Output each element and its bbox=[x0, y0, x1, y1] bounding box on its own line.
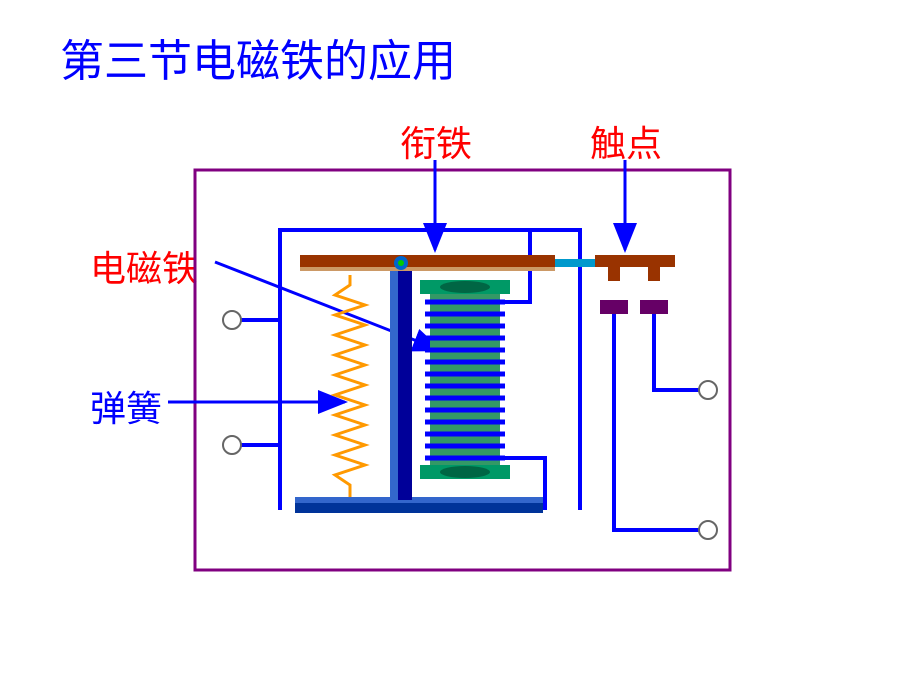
relay-diagram bbox=[0, 0, 920, 690]
terminal-right-upper bbox=[699, 381, 717, 399]
terminal-right-lower bbox=[699, 521, 717, 539]
wire-contact-upper bbox=[654, 314, 700, 390]
spring bbox=[335, 275, 365, 497]
contact-bottom-right bbox=[640, 300, 668, 314]
wire-contact-lower bbox=[614, 314, 700, 530]
terminal-bottom-left bbox=[223, 436, 241, 454]
contact-top-bar bbox=[595, 255, 675, 267]
coil-body bbox=[430, 294, 500, 465]
contact-top-right bbox=[648, 267, 660, 281]
contact-bottom-left bbox=[600, 300, 628, 314]
terminal-top-left bbox=[223, 311, 241, 329]
contact-top-left bbox=[608, 267, 620, 281]
